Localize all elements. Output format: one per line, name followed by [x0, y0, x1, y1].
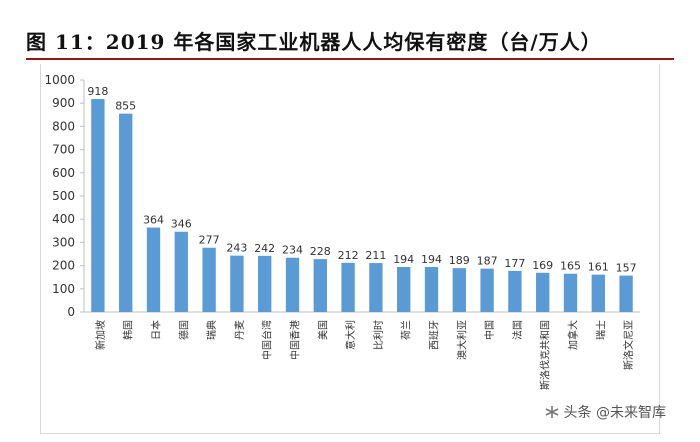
data-label: 169 — [532, 259, 553, 272]
bar — [313, 259, 327, 312]
category-label: 斯洛文尼亚 — [622, 320, 635, 370]
data-label: 234 — [282, 244, 303, 257]
chart-title: 图 11：2019 年各国家工业机器人人均保有密度（台/万人） — [26, 30, 602, 54]
category-label: 法国 — [511, 320, 524, 340]
category-label: 比利时 — [373, 320, 385, 350]
y-tick-label: 600 — [52, 166, 75, 180]
bar — [341, 262, 355, 312]
data-label: 194 — [421, 253, 442, 266]
category-label: 澳大利亚 — [455, 320, 468, 360]
data-label: 243 — [226, 242, 247, 255]
category-label: 斯洛伐克共和国 — [539, 320, 552, 390]
watermark-text: 头条 @未来智库 — [563, 405, 666, 421]
y-tick-label: 0 — [67, 305, 75, 319]
data-label: 177 — [504, 257, 525, 270]
title-divider — [26, 58, 674, 60]
category-label: 新加坡 — [94, 320, 107, 350]
bar — [508, 270, 522, 312]
data-label: 165 — [560, 260, 581, 273]
bar — [258, 255, 272, 312]
data-label: 194 — [393, 253, 414, 266]
bar — [452, 268, 466, 312]
bar — [285, 257, 300, 312]
data-label: 346 — [171, 218, 192, 231]
category-label: 中国台湾 — [261, 320, 274, 360]
bar — [563, 273, 578, 312]
data-label: 161 — [588, 261, 609, 274]
bar — [146, 227, 161, 312]
category-label: 西班牙 — [429, 320, 441, 350]
bar — [619, 275, 633, 312]
data-label: 855 — [115, 100, 136, 113]
bar — [591, 274, 605, 312]
category-label: 瑞士 — [594, 320, 607, 340]
y-tick-label: 800 — [52, 119, 75, 133]
chart-frame — [40, 64, 660, 434]
data-label: 157 — [616, 262, 637, 275]
data-label: 212 — [338, 249, 359, 262]
y-tick-label: 900 — [52, 96, 75, 110]
bar — [174, 231, 188, 312]
y-tick-label: 1000 — [44, 73, 75, 87]
data-label: 242 — [254, 242, 275, 255]
category-label: 加拿大 — [567, 320, 580, 350]
y-tick-label: 100 — [52, 282, 75, 296]
bar — [536, 272, 550, 312]
bar — [91, 99, 105, 312]
bar — [397, 266, 411, 312]
category-label: 荷兰 — [400, 320, 413, 340]
watermark: 头条 @未来智库 — [544, 402, 666, 422]
data-label: 364 — [143, 214, 164, 227]
category-label: 瑞典 — [205, 320, 218, 340]
category-label: 美国 — [316, 320, 329, 340]
category-label: 韩国 — [122, 320, 135, 340]
data-label: 277 — [199, 234, 220, 247]
data-label: 187 — [477, 255, 498, 268]
data-label: 189 — [449, 254, 470, 267]
data-label: 211 — [365, 249, 386, 262]
y-tick-label: 500 — [52, 189, 75, 203]
y-tick-label: 400 — [52, 212, 75, 226]
bar — [480, 268, 494, 312]
data-label: 918 — [87, 85, 108, 98]
bar — [119, 113, 133, 312]
category-label: 中国 — [483, 320, 496, 340]
category-label: 中国香港 — [289, 320, 302, 360]
bar — [424, 266, 439, 312]
bar — [230, 255, 244, 312]
asterisk-icon — [544, 405, 560, 419]
data-label: 228 — [310, 245, 331, 258]
category-label: 日本 — [150, 320, 163, 340]
bar — [369, 263, 383, 312]
y-tick-label: 700 — [52, 143, 75, 157]
category-label: 丹麦 — [234, 320, 246, 340]
y-tick-label: 200 — [52, 259, 75, 273]
y-tick-label: 300 — [52, 235, 75, 249]
category-label: 德国 — [177, 320, 190, 340]
category-label: 意大利 — [344, 320, 357, 350]
bar — [202, 247, 216, 312]
